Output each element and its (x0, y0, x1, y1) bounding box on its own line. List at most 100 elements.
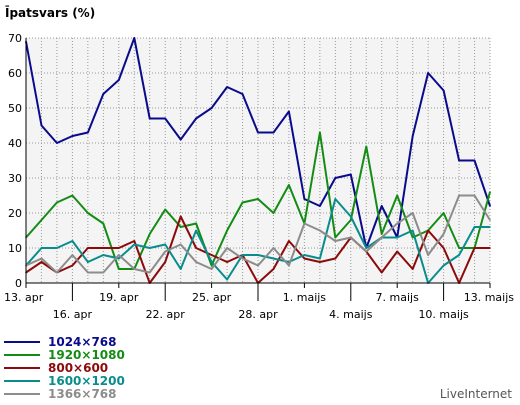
data-point (226, 229, 228, 232)
data-point (396, 194, 399, 197)
data-point (334, 236, 337, 239)
data-point (71, 264, 74, 267)
data-point (102, 222, 105, 225)
data-point (319, 229, 321, 232)
data-point (56, 247, 58, 249)
legend-label: 1366×768 (48, 387, 117, 401)
y-tick-label: 10 (8, 242, 22, 255)
data-point (241, 254, 244, 256)
data-point (334, 198, 337, 200)
data-point (226, 278, 228, 281)
data-point (303, 222, 306, 225)
data-point (396, 250, 399, 253)
data-point (87, 247, 89, 249)
data-point (40, 219, 43, 221)
data-point (87, 271, 89, 274)
axes (25, 38, 490, 284)
data-point (319, 131, 321, 134)
data-point (473, 226, 476, 228)
data-point (442, 233, 445, 235)
legend-label: 800×600 (48, 361, 108, 375)
data-point (427, 254, 429, 256)
data-point (133, 243, 136, 246)
data-point (210, 264, 213, 267)
data-point (179, 215, 182, 218)
data-point (71, 254, 74, 256)
chart-title: Īpatsvars (%) (5, 6, 95, 20)
y-tick-label: 70 (8, 32, 22, 45)
data-point (380, 271, 383, 274)
data-point (164, 208, 166, 211)
data-point (489, 191, 491, 193)
data-point (102, 271, 105, 274)
data-point (179, 243, 182, 246)
x-tick-label: 13. maijs (464, 291, 515, 304)
x-tick-label: 10. maijs (418, 308, 469, 321)
data-point (195, 117, 197, 120)
data-point (303, 198, 306, 200)
legend-label: 1920×1080 (48, 348, 125, 362)
data-point (411, 229, 414, 232)
data-point (226, 261, 228, 263)
data-point (87, 131, 89, 134)
data-point (489, 205, 491, 207)
data-point (319, 257, 321, 260)
data-point (288, 240, 290, 242)
data-point (133, 268, 136, 270)
data-point (118, 268, 120, 270)
data-point (473, 194, 476, 197)
data-point (272, 212, 275, 214)
data-point (380, 233, 383, 235)
data-point (71, 135, 74, 137)
data-point (226, 86, 228, 88)
data-point (365, 250, 368, 253)
data-point (164, 261, 166, 263)
data-point (241, 257, 244, 260)
data-point (210, 261, 213, 263)
data-point (164, 117, 166, 120)
x-tick-label: 25. apr (192, 291, 232, 304)
data-point (458, 159, 460, 162)
data-point (56, 271, 58, 274)
data-point (210, 107, 213, 109)
data-point (489, 247, 491, 249)
data-point (303, 257, 306, 260)
data-point (272, 131, 275, 134)
data-point (442, 247, 445, 249)
data-point (179, 226, 182, 228)
data-point (118, 254, 120, 256)
y-tick-label: 50 (8, 102, 22, 115)
legend-label: 1600×1200 (48, 374, 125, 388)
data-point (489, 226, 491, 228)
data-point (303, 254, 306, 256)
legend-label: 1024×768 (48, 335, 117, 349)
data-point (71, 194, 74, 197)
data-point (195, 222, 197, 225)
data-point (473, 159, 476, 162)
data-point (40, 124, 43, 127)
data-point (195, 247, 197, 249)
data-point (257, 254, 259, 256)
data-point (210, 268, 213, 270)
data-point (411, 236, 414, 239)
x-tick-label: 13. apr (4, 291, 44, 304)
grid-lines (26, 37, 491, 283)
x-tick-label: 7. maijs (376, 291, 420, 304)
data-point (148, 233, 151, 235)
data-point (118, 257, 120, 260)
y-tick-label: 20 (8, 207, 22, 220)
data-point (40, 247, 43, 249)
data-point (288, 184, 290, 186)
x-tick-label: 28. apr (238, 308, 278, 321)
data-point (380, 236, 383, 239)
x-tick-label: 19. apr (99, 291, 139, 304)
data-point (458, 254, 460, 256)
data-point (396, 236, 399, 239)
data-point (102, 254, 105, 256)
data-point (272, 268, 275, 270)
data-point (380, 205, 383, 207)
data-point (489, 219, 491, 221)
data-point (350, 173, 352, 176)
data-point (56, 142, 58, 144)
